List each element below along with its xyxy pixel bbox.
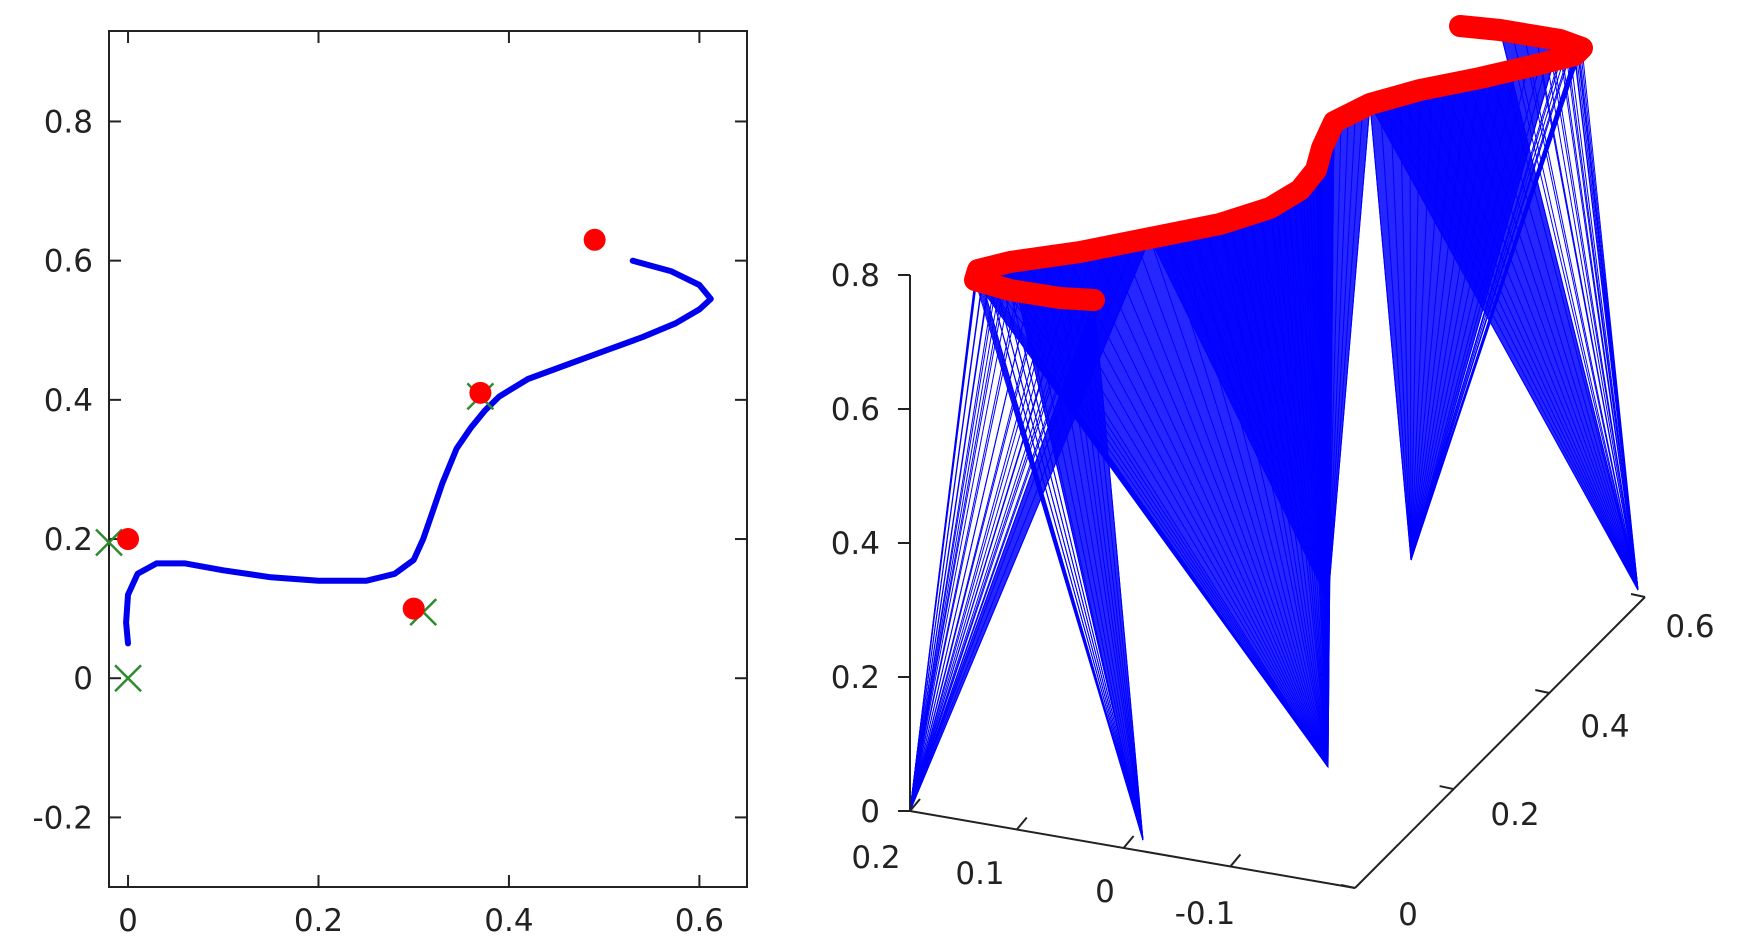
z-axis-ticks: 0 0.2 0.4 0.6 0.8 <box>831 258 910 830</box>
side-axis-line <box>1354 596 1646 889</box>
front-tick <box>1122 835 1135 849</box>
y-tick-label: -0.2 <box>33 800 94 836</box>
front-tick-label: 0 <box>1095 874 1115 910</box>
side-tick-label: 0.6 <box>1665 609 1714 645</box>
front-tick <box>1016 816 1028 831</box>
y-tick-label: 0.8 <box>44 104 93 140</box>
side-tick <box>1439 785 1454 791</box>
cross-markers <box>95 382 495 693</box>
side-tick-label: 0 <box>1398 897 1418 933</box>
target-marker <box>469 381 492 404</box>
red-curve-line <box>964 15 1593 311</box>
trajectory-line <box>123 257 714 647</box>
front-tick <box>909 798 921 812</box>
front-tick-label: -0.1 <box>1175 896 1236 932</box>
cross-marker <box>95 528 123 557</box>
z-tick-label: 0.8 <box>831 258 880 294</box>
y-tick-label: 0 <box>73 661 93 697</box>
cross-marker <box>114 664 142 693</box>
front-tick <box>1229 853 1242 868</box>
surface-fan <box>1369 29 1639 591</box>
target-marker <box>583 228 606 251</box>
front-tick-label: 0.2 <box>851 840 900 876</box>
y-tick-label: 0.2 <box>44 522 93 558</box>
y-axis-ticks: -0.2 0 0.2 0.4 0.6 0.8 <box>33 104 747 836</box>
red-curve-3d <box>964 15 1593 311</box>
plot-2d-frame <box>108 30 748 888</box>
trajectory-layer <box>123 257 714 647</box>
front-axis-ticks: 0.2 0.1 0 -0.1 <box>851 798 1242 932</box>
x-tick-label: 0 <box>118 903 138 939</box>
side-tick-label: 0.2 <box>1490 797 1539 833</box>
x-tick-label: 0.2 <box>294 903 343 939</box>
x-tick-label: 0.4 <box>484 903 533 939</box>
y-tick-label: 0.6 <box>44 244 93 280</box>
z-tick-label: 0.4 <box>831 526 880 562</box>
x-axis-ticks: 0 0.2 0.4 0.6 <box>118 31 724 939</box>
side-tick <box>1340 884 1356 889</box>
plot-3d: 0 0.2 0.4 0.6 0.8 0.2 0.1 0 -0.1 0 0.2 0.4 0.6 <box>831 15 1715 933</box>
side-axis-ticks: 0 0.2 0.4 0.6 <box>1340 593 1715 933</box>
z-tick-label: 0 <box>860 794 880 830</box>
z-tick-label: 0.6 <box>831 392 880 428</box>
side-tick <box>1535 689 1550 695</box>
y-tick-label: 0.4 <box>44 383 93 419</box>
z-tick-label: 0.2 <box>831 660 880 696</box>
side-tick-label: 0.4 <box>1580 709 1629 745</box>
surface-fans <box>909 29 1639 841</box>
x-tick-label: 0.6 <box>675 903 724 939</box>
front-axis-line <box>909 810 1356 889</box>
target-marker <box>402 597 425 620</box>
target-markers <box>117 228 606 620</box>
side-tick <box>1630 593 1646 598</box>
plot-2d: -0.2 0 0.2 0.4 0.6 0.8 0 0.2 0.4 0.6 <box>33 30 748 939</box>
front-tick-label: 0.1 <box>955 856 1004 892</box>
target-marker <box>117 528 140 551</box>
